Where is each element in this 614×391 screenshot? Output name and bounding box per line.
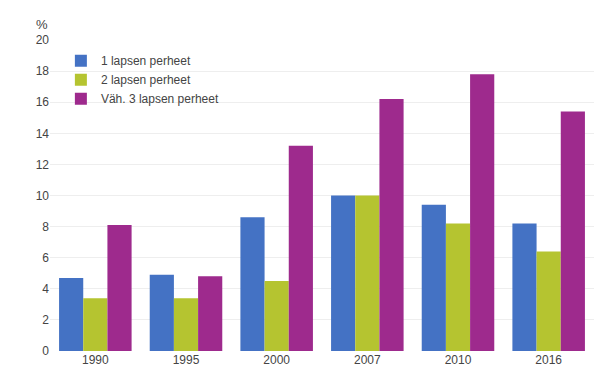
- svg-text:2016: 2016: [535, 353, 562, 367]
- svg-text:2007: 2007: [354, 353, 381, 367]
- svg-text:Väh. 3 lapsen perheet: Väh. 3 lapsen perheet: [101, 92, 219, 106]
- svg-text:2000: 2000: [263, 353, 290, 367]
- svg-text:2 lapsen perheet: 2 lapsen perheet: [101, 73, 191, 87]
- svg-text:8: 8: [42, 220, 49, 234]
- svg-text:14: 14: [36, 127, 50, 141]
- svg-text:12: 12: [36, 158, 50, 172]
- svg-text:20: 20: [36, 33, 50, 47]
- svg-text:1 lapsen perheet: 1 lapsen perheet: [101, 54, 191, 68]
- svg-text:1995: 1995: [173, 353, 200, 367]
- svg-text:16: 16: [36, 95, 50, 109]
- svg-text:18: 18: [36, 64, 50, 78]
- svg-text:2: 2: [42, 313, 49, 327]
- svg-text:10: 10: [36, 189, 50, 203]
- svg-text:1990: 1990: [82, 353, 109, 367]
- svg-text:0: 0: [42, 344, 49, 358]
- svg-text:4: 4: [42, 282, 49, 296]
- svg-text:%: %: [36, 17, 48, 32]
- svg-text:2010: 2010: [445, 353, 472, 367]
- svg-text:6: 6: [42, 251, 49, 265]
